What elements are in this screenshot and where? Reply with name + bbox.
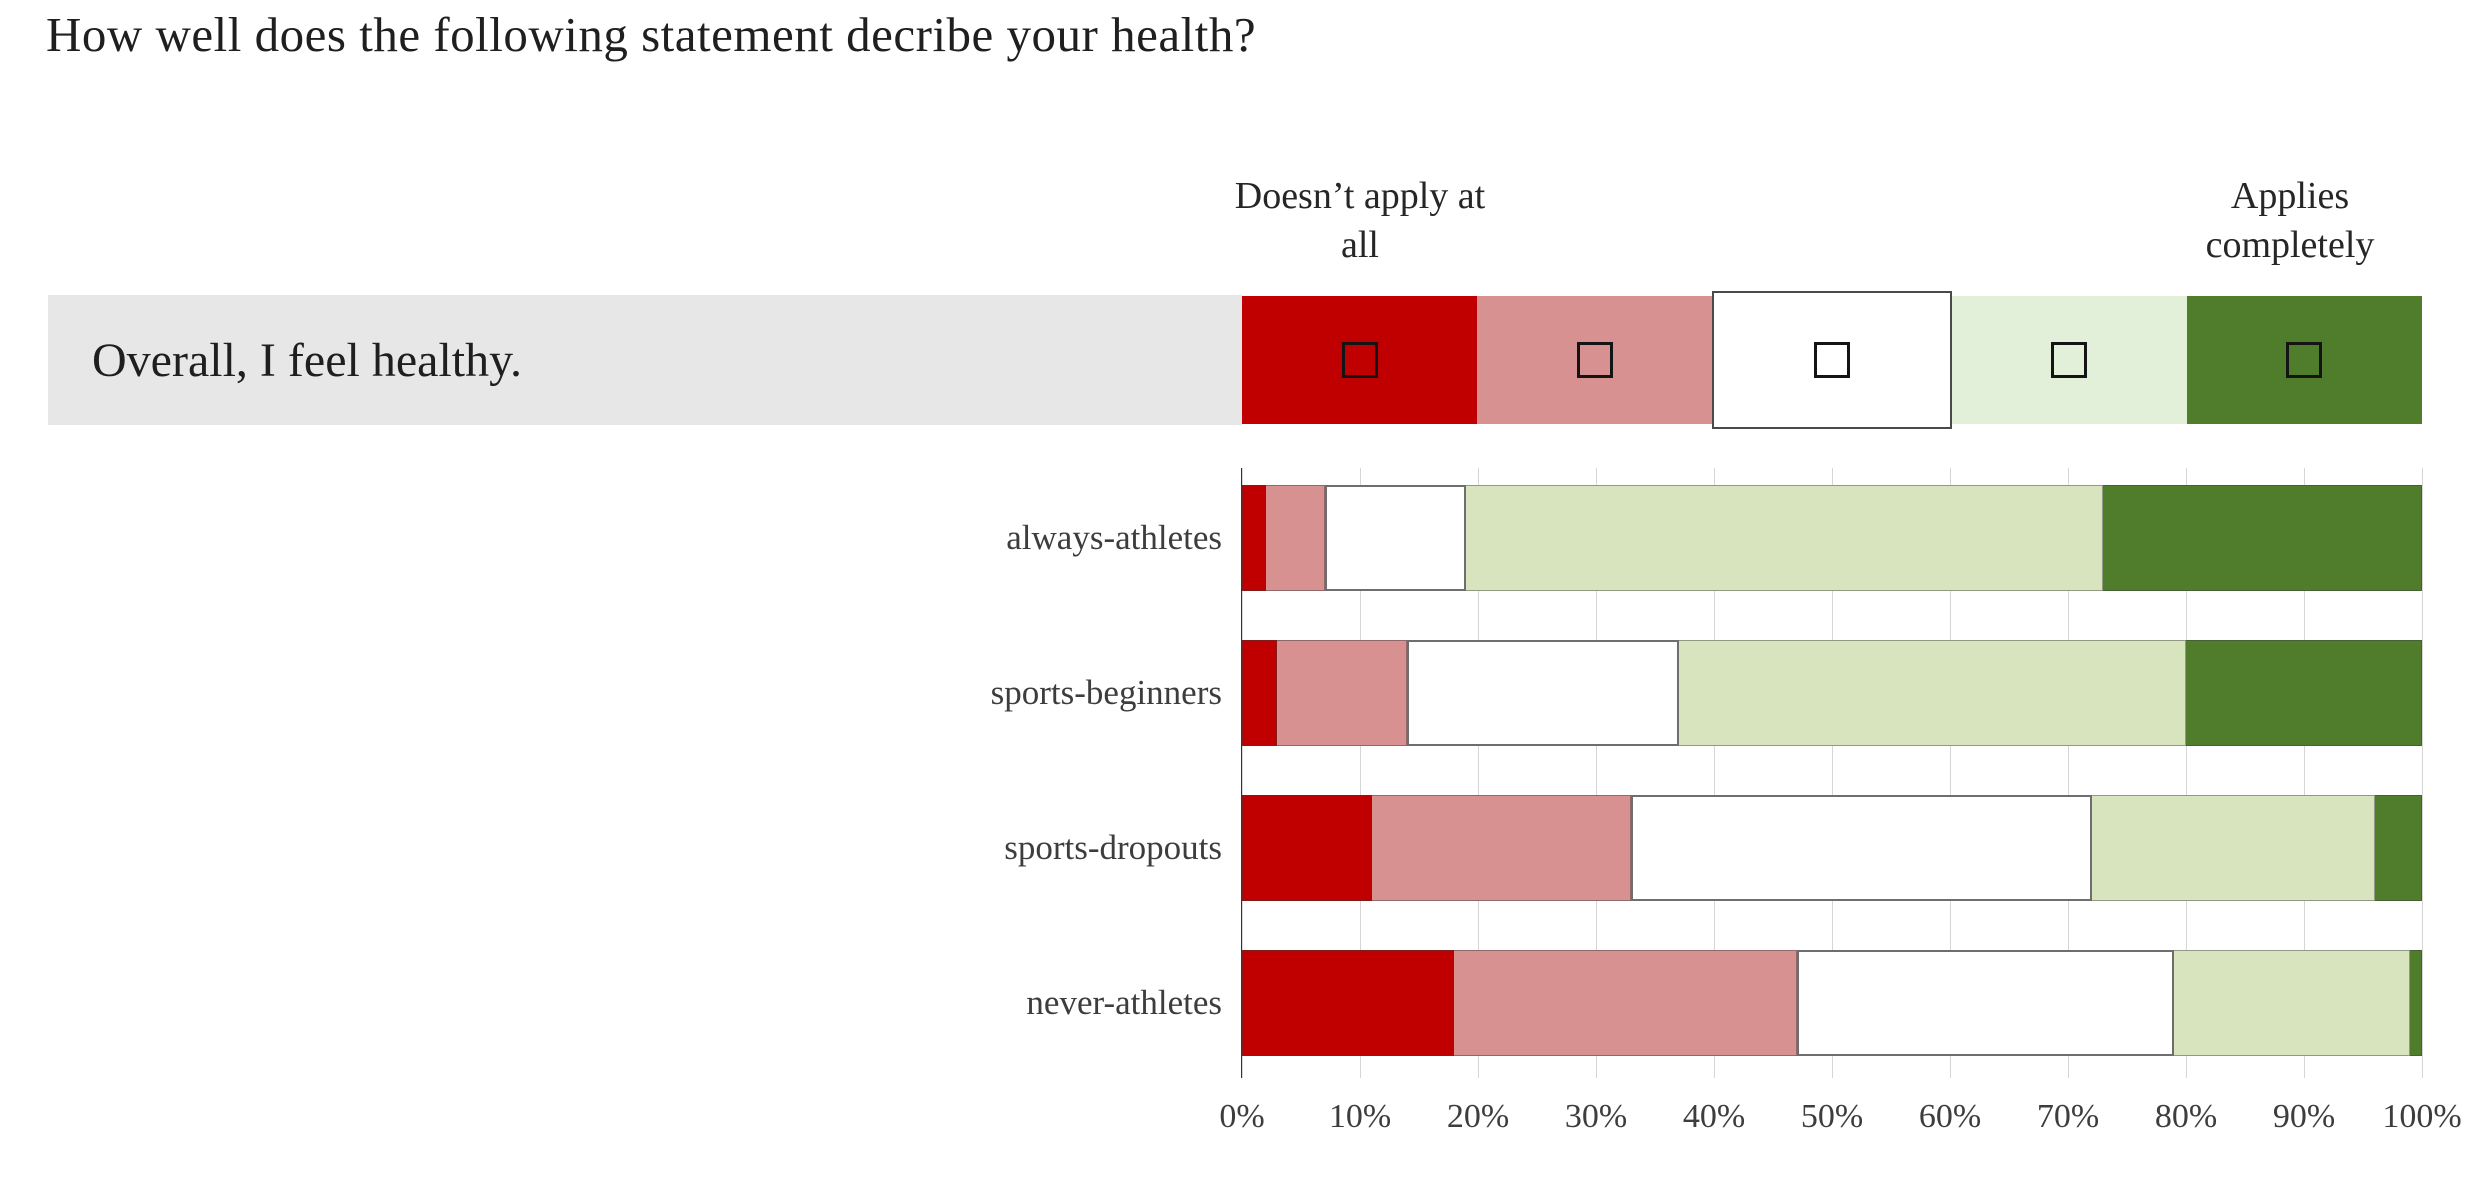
checkbox-icon[interactable] bbox=[1814, 342, 1850, 378]
x-tick-label: 90% bbox=[2272, 1098, 2336, 1135]
bar-segment-neutral bbox=[1796, 950, 2175, 1056]
bar-row: sports-dropouts bbox=[832, 795, 2422, 901]
scale-option-neutral[interactable] bbox=[1712, 291, 1952, 429]
bar-row: sports-beginners bbox=[832, 640, 2422, 746]
scale-anchor-left-line1: Doesn’t apply at bbox=[1234, 175, 1486, 217]
page-title: How well does the following statement de… bbox=[46, 7, 1257, 62]
gridline bbox=[2068, 468, 2069, 1078]
scale-option-rather-doesnt-apply[interactable] bbox=[1477, 296, 1713, 424]
x-tick-label: 10% bbox=[1328, 1098, 1392, 1135]
category-label: always-athletes bbox=[1006, 518, 1222, 557]
category-label: sports-beginners bbox=[990, 673, 1222, 712]
checkbox-icon[interactable] bbox=[1576, 342, 1613, 378]
bar-segment-rather-doesnt-apply bbox=[1277, 640, 1408, 746]
scale-anchor-right-line2: completely bbox=[2205, 224, 2375, 266]
x-tick-label: 50% bbox=[1800, 1098, 1864, 1135]
bar-segment-neutral bbox=[1407, 640, 1679, 746]
stacked-bar bbox=[1242, 640, 2422, 746]
plot-area bbox=[1241, 468, 2423, 1078]
bar-segment-rather-applies bbox=[2091, 795, 2375, 901]
scale-option-doesnt-apply-at-all[interactable] bbox=[1242, 296, 1478, 424]
x-axis-ticks: 0% 10% 20% 30% 40% 50% 60% 70% 80% 90% 100% bbox=[1219, 1098, 2461, 1148]
stacked-bar bbox=[1242, 950, 2422, 1056]
gridline bbox=[1832, 468, 1833, 1078]
x-tick-label: 100% bbox=[2382, 1098, 2462, 1135]
scale-option-applies-completely[interactable] bbox=[2186, 296, 2423, 424]
scale-anchor-right: Applies completely bbox=[2080, 172, 2487, 270]
bar-segment-rather-doesnt-apply bbox=[1454, 950, 1797, 1056]
scale-anchor-left-line2: all bbox=[1341, 224, 1379, 266]
gridline bbox=[2186, 468, 2187, 1078]
checkbox-icon[interactable] bbox=[2051, 342, 2088, 378]
x-tick-label: 80% bbox=[2154, 1098, 2218, 1135]
gridline bbox=[1360, 468, 1361, 1078]
checkbox-icon[interactable] bbox=[1341, 342, 1378, 378]
gridline bbox=[1714, 468, 1715, 1078]
bar-segment-doesnt-apply-at-all bbox=[1242, 640, 1278, 746]
bar-segment-applies-completely bbox=[2103, 485, 2422, 591]
bar-row: always-athletes bbox=[832, 485, 2422, 591]
bars: always-athletes sports-beginners sports-dr… bbox=[832, 468, 2422, 1105]
gridline bbox=[2304, 468, 2305, 1078]
x-tick-label: 0% bbox=[1219, 1098, 1265, 1135]
gridline bbox=[1242, 468, 1243, 1078]
scale-option-rather-applies[interactable] bbox=[1951, 296, 2187, 424]
scale-anchor-left: Doesn’t apply at all bbox=[1140, 172, 1580, 270]
x-tick-label: 70% bbox=[2036, 1098, 2100, 1135]
question-text: Overall, I feel healthy. bbox=[92, 333, 523, 387]
bar-segment-doesnt-apply-at-all bbox=[1242, 485, 1266, 591]
gridline bbox=[2422, 468, 2423, 1078]
category-label: never-athletes bbox=[1026, 983, 1222, 1022]
bar-segment-applies-completely bbox=[2410, 950, 2422, 1056]
bar-row: never-athletes bbox=[832, 950, 2422, 1056]
gridline bbox=[1950, 468, 1951, 1078]
x-tick-label: 30% bbox=[1564, 1098, 1628, 1135]
x-tick-label: 20% bbox=[1446, 1098, 1510, 1135]
checkbox-icon[interactable] bbox=[2286, 342, 2323, 378]
category-label: sports-dropouts bbox=[1004, 828, 1222, 867]
bar-segment-doesnt-apply-at-all bbox=[1242, 795, 1372, 901]
scale-anchor-right-line1: Applies bbox=[2230, 175, 2350, 217]
bar-segment-neutral bbox=[1631, 795, 2092, 901]
likert-scale-row bbox=[1242, 291, 2423, 429]
bar-segment-rather-applies bbox=[1466, 485, 2104, 591]
gridline bbox=[1596, 468, 1597, 1078]
stacked-bar bbox=[1242, 485, 2422, 591]
bar-segment-rather-applies bbox=[1678, 640, 2186, 746]
gridline bbox=[1478, 468, 1479, 1078]
bar-segment-doesnt-apply-at-all bbox=[1242, 950, 1455, 1056]
x-tick-label: 60% bbox=[1918, 1098, 1982, 1135]
question-row: Overall, I feel healthy. bbox=[48, 295, 1242, 425]
bar-segment-applies-completely bbox=[2374, 795, 2422, 901]
x-tick-label: 40% bbox=[1682, 1098, 1746, 1135]
bar-segment-rather-doesnt-apply bbox=[1265, 485, 1325, 591]
stacked-bar bbox=[1242, 795, 2422, 901]
bar-segment-rather-doesnt-apply bbox=[1371, 795, 1632, 901]
bar-segment-neutral bbox=[1324, 485, 1467, 591]
bar-segment-applies-completely bbox=[2185, 640, 2422, 746]
bar-segment-rather-applies bbox=[2174, 950, 2411, 1056]
